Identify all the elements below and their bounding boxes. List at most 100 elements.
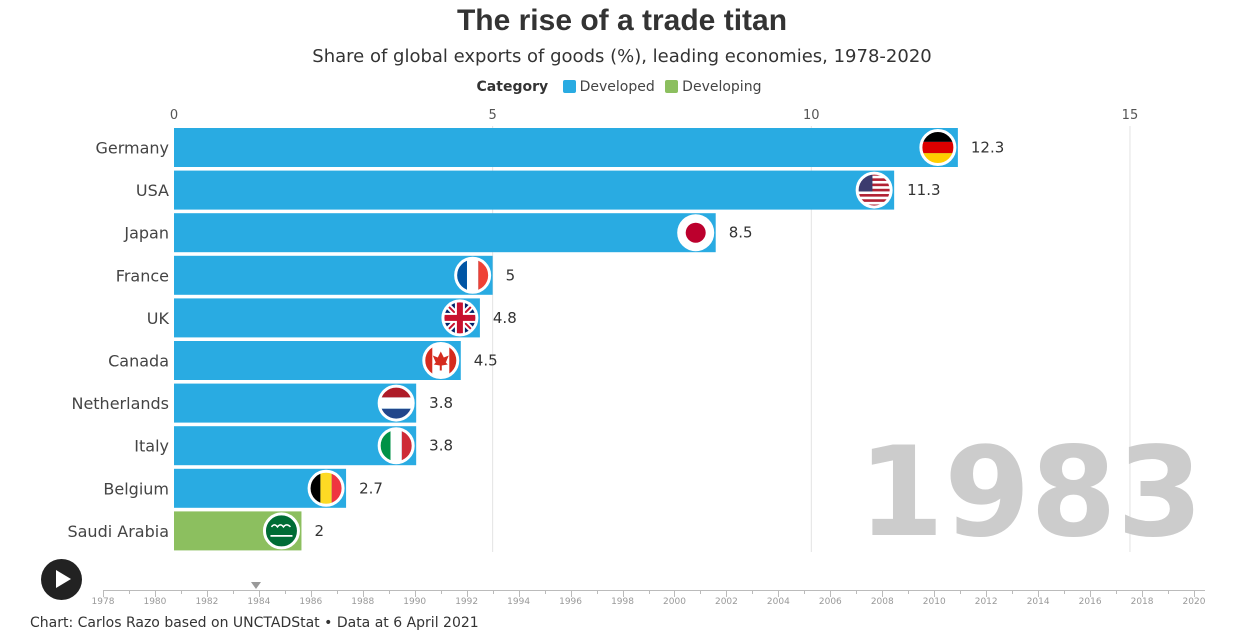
bar[interactable] <box>174 128 958 167</box>
timeline-year-label[interactable]: 1980 <box>143 597 167 607</box>
timeline-tick <box>986 591 988 597</box>
timeline-tick <box>570 591 572 597</box>
value-label: 4.5 <box>474 352 498 370</box>
category-label: Saudi Arabia <box>67 522 169 541</box>
timeline-year-label[interactable]: 1992 <box>455 597 479 607</box>
timeline-year-label[interactable]: 1998 <box>611 597 634 607</box>
category-label: Canada <box>108 352 169 371</box>
value-label: 2.7 <box>359 479 383 497</box>
timeline-tick <box>258 591 260 597</box>
timeline-year-label[interactable]: 1978 <box>91 597 115 607</box>
netherlands-flag-icon <box>379 386 414 421</box>
timeline-tick <box>960 591 962 594</box>
category-label: France <box>116 266 169 285</box>
timeline-year-label[interactable]: 1986 <box>299 597 323 607</box>
timeline-tick <box>882 591 884 597</box>
timeline-tick <box>440 591 442 594</box>
timeline-year-label[interactable]: 1990 <box>403 597 427 607</box>
chart-title: The rise of a trade titan <box>456 4 788 37</box>
timeline-year-label[interactable]: 1994 <box>507 597 531 607</box>
timeline-tick <box>180 591 182 594</box>
timeline-tick <box>1142 591 1144 597</box>
bar[interactable] <box>174 341 461 380</box>
timeline-tick <box>492 591 494 594</box>
current-year-watermark: 1983 <box>858 421 1203 560</box>
legend-swatch-developing <box>665 80 679 93</box>
timeline-year-label[interactable]: 1996 <box>559 597 583 607</box>
category-label: Belgium <box>103 479 169 498</box>
timeline-tick <box>778 591 780 597</box>
timeline-tick <box>362 591 364 597</box>
timeline-year-label[interactable]: 2020 <box>1182 597 1206 607</box>
category-label: Germany <box>95 139 169 158</box>
x-tick-label: 0 <box>170 108 178 123</box>
timeline-tick <box>596 591 598 594</box>
bar[interactable] <box>174 426 417 466</box>
timeline-tick <box>336 591 338 594</box>
timeline-tick <box>154 591 156 597</box>
chart-source: Chart: Carlos Razo based on UNCTADStat •… <box>30 615 479 631</box>
timeline-tick <box>1038 591 1040 597</box>
timeline-year-label[interactable]: 1984 <box>247 597 271 607</box>
belgium-flag-icon <box>309 471 344 506</box>
france-flag-icon <box>455 258 490 293</box>
timeline-year-label[interactable]: 2012 <box>974 597 998 607</box>
timeline-tick <box>752 591 754 594</box>
timeline-year-label[interactable]: 2010 <box>922 597 946 607</box>
value-label: 8.5 <box>729 224 753 242</box>
timeline-tick <box>518 591 520 597</box>
timeline-year-label[interactable]: 2014 <box>1026 597 1050 607</box>
bar[interactable] <box>174 213 716 253</box>
timeline-tick <box>934 591 936 597</box>
timeline-tick <box>103 591 104 597</box>
x-tick-label: 5 <box>489 108 497 123</box>
value-label: 4.8 <box>493 309 517 327</box>
italy-flag-icon <box>379 428 414 463</box>
category-label: Japan <box>123 224 169 243</box>
timeline-year-label[interactable]: 2000 <box>663 597 686 607</box>
value-label: 5 <box>506 266 516 284</box>
timeline-position-marker[interactable] <box>251 582 262 589</box>
play-button[interactable] <box>41 559 82 600</box>
value-label: 3.8 <box>429 394 453 412</box>
timeline-year-label[interactable]: 2016 <box>1078 597 1102 607</box>
timeline-tick <box>674 591 676 597</box>
bar[interactable] <box>174 383 417 423</box>
play-icon <box>56 570 71 588</box>
timeline-tick <box>830 591 832 597</box>
timeline-year-label[interactable]: 2006 <box>818 597 842 607</box>
value-label: 12.3 <box>971 139 1004 157</box>
legend-item-developing[interactable]: Developing <box>665 79 761 95</box>
timeline-tick <box>648 591 650 594</box>
x-tick-label: 10 <box>803 108 820 123</box>
bar[interactable] <box>174 298 480 338</box>
value-label: 3.8 <box>429 437 453 455</box>
timeline-tick <box>856 591 858 594</box>
timeline-year-label[interactable]: 2008 <box>870 597 894 607</box>
timeline-tick <box>414 591 416 597</box>
bar[interactable] <box>174 170 895 210</box>
timeline-tick <box>908 591 910 594</box>
category-label: Netherlands <box>71 394 169 413</box>
timeline-tick <box>1168 591 1170 594</box>
timeline-year-label[interactable]: 2002 <box>714 597 738 607</box>
year-timeline[interactable]: 1978 1980 1982 1984 1986 1988 1990 1992 1994 1996… <box>0 575 1244 615</box>
timeline-tick <box>726 591 728 597</box>
x-tick-label: 15 <box>1122 108 1139 123</box>
timeline-tick <box>700 591 702 594</box>
bar[interactable] <box>174 255 493 295</box>
timeline-tick <box>284 591 286 594</box>
timeline-year-label[interactable]: 1982 <box>195 597 219 607</box>
timeline-tick <box>1090 591 1092 597</box>
timeline-tick <box>1194 591 1195 597</box>
timeline-tick <box>1064 591 1066 594</box>
timeline-year-label[interactable]: 1988 <box>351 597 375 607</box>
timeline-tick <box>466 591 468 597</box>
category-label: UK <box>147 309 170 328</box>
legend-item-developed[interactable]: Developed <box>562 79 655 95</box>
legend: Category Developed Developing <box>0 79 1244 95</box>
timeline-track[interactable] <box>103 590 1205 591</box>
timeline-year-label[interactable]: 2004 <box>766 597 790 607</box>
timeline-tick <box>310 591 312 597</box>
timeline-year-label[interactable]: 2018 <box>1130 597 1154 607</box>
